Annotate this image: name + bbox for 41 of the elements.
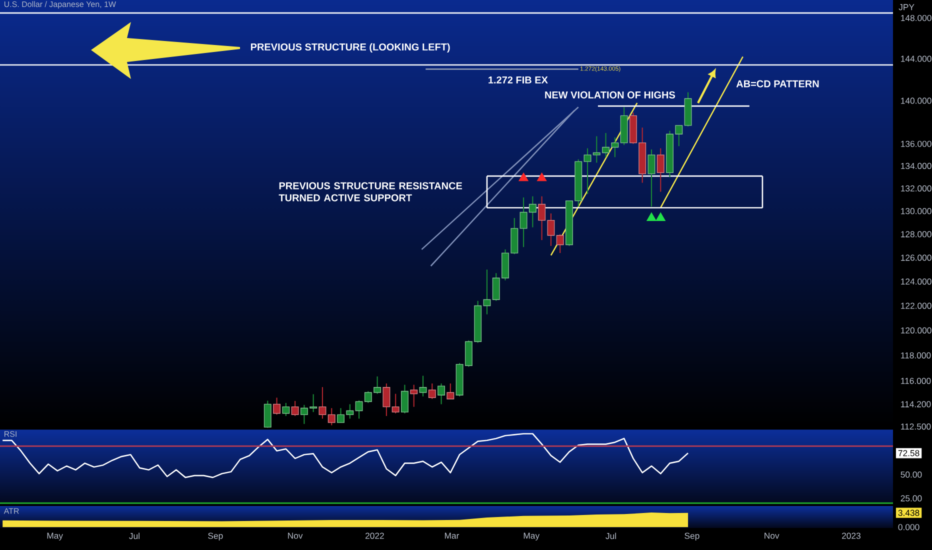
- y-tick-label: 25.00: [900, 495, 922, 502]
- x-tick-label: Nov: [288, 532, 303, 539]
- y-tick-label: 130.000: [901, 208, 932, 214]
- x-tick-label: May: [524, 532, 540, 540]
- y-tick-label: 118.000: [901, 352, 931, 358]
- y-tick-label: 126.000: [901, 254, 932, 261]
- y-tick-label: 124.000: [901, 278, 932, 285]
- x-tick-label: 2022: [366, 532, 384, 539]
- annotation: PREVIOUS STRUCTURE (LOOKING LEFT): [250, 43, 450, 52]
- annotation: PREVIOUS STRUCTURE RESISTANCE TURNED ACTIVE SUPPORT: [278, 182, 462, 202]
- y-axis-title: JPY: [898, 4, 914, 10]
- y-tick-label: 50.00: [900, 472, 922, 478]
- annotation: 1.272 FIB EX: [488, 76, 548, 84]
- y-tick-label: 134.000: [901, 162, 932, 170]
- chart-title: ATR: [4, 508, 19, 514]
- y-tick-label: 136.000: [901, 140, 932, 147]
- x-tick-label: Jul: [129, 532, 140, 540]
- text: 3.438: [898, 510, 920, 516]
- y-tick-label: 132.000: [901, 185, 932, 192]
- x-tick-label: May: [47, 532, 63, 540]
- y-tick-label: 140.000: [901, 98, 932, 104]
- annotation: AB=CD PATTERN: [736, 80, 819, 88]
- text: 0.000: [898, 524, 920, 530]
- y-tick-label: 148.000: [901, 14, 932, 22]
- x-tick-label: Nov: [764, 532, 780, 539]
- y-tick-label: 116.000: [901, 378, 931, 384]
- y-tick-label: 120.000: [901, 327, 932, 334]
- y-tick-label: 114.200: [901, 401, 931, 408]
- x-tick-label: Mar: [444, 532, 460, 539]
- x-tick-label: Sep: [684, 532, 700, 541]
- x-tick-label: Jul: [606, 532, 616, 540]
- y-tick-label: 128.000: [901, 231, 932, 238]
- y-tick-label: 112.500: [901, 424, 931, 430]
- text: 72.58: [898, 450, 920, 456]
- chart-title: U.S. Dollar / Japanese Yen, 1W: [4, 1, 116, 9]
- x-tick-label: 2023: [842, 532, 860, 539]
- y-tick-label: 144.000: [901, 56, 932, 62]
- annotation: NEW VIOLATION OF HIGHS: [545, 91, 675, 98]
- y-tick-label: 122.000: [901, 302, 932, 309]
- chart-title: RSI: [4, 431, 16, 437]
- x-tick-label: Sep: [208, 532, 223, 541]
